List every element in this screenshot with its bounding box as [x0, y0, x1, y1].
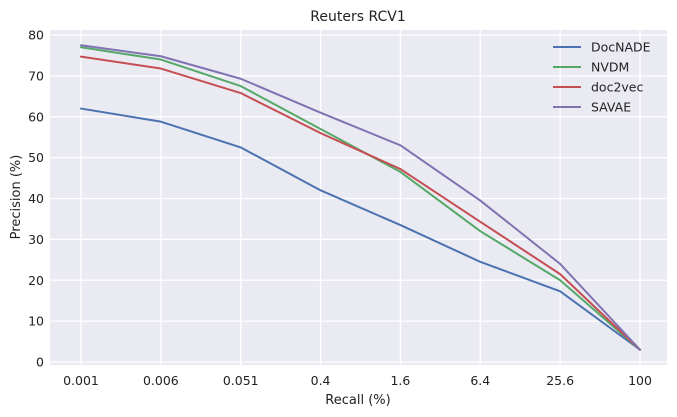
y-tick-label-60: 60 [28, 109, 44, 124]
x-tick-label-0: 0.001 [63, 373, 99, 388]
y-tick-label-80: 80 [28, 28, 44, 43]
y-tick-label-30: 30 [28, 232, 44, 247]
series-line-savae [80, 44, 641, 351]
legend: DocNADE NVDM doc2vec SAVAE [553, 40, 651, 115]
legend-label-nvdm: NVDM [591, 60, 629, 75]
series-lines [80, 44, 641, 351]
x-tick-labels: 0.001 0.006 0.051 0.4 1.6 6.4 25.6 100 [63, 373, 652, 388]
x-tick-label-1: 0.006 [143, 373, 179, 388]
legend-label-docnade: DocNADE [591, 40, 651, 55]
legend-label-doc2vec: doc2vec [591, 80, 643, 95]
y-tick-label-10: 10 [28, 314, 44, 329]
x-axis-label: Recall (%) [325, 393, 390, 408]
plot-background [50, 30, 667, 365]
x-tick-label-2: 0.051 [223, 373, 259, 388]
series-line-docnade [80, 107, 641, 351]
y-tick-label-0: 0 [36, 355, 44, 370]
y-tick-label-50: 50 [28, 150, 44, 165]
y-tick-label-70: 70 [28, 68, 44, 83]
x-tick-label-6: 25.6 [546, 373, 574, 388]
y-tick-labels: 0 10 20 30 40 50 60 70 80 [28, 28, 44, 370]
y-axis-label: Precision (%) [9, 155, 24, 240]
y-tick-label-40: 40 [28, 191, 44, 206]
legend-label-savae: SAVAE [591, 100, 631, 115]
x-tick-label-7: 100 [628, 373, 652, 388]
y-tick-label-20: 20 [28, 273, 44, 288]
chart-title: Reuters RCV1 [310, 9, 405, 25]
x-tick-label-5: 6.4 [470, 373, 490, 388]
series-line-doc2vec [80, 55, 641, 351]
y-gridlines [50, 34, 667, 363]
x-tick-label-4: 1.6 [390, 373, 410, 388]
x-tick-label-3: 0.4 [311, 373, 331, 388]
